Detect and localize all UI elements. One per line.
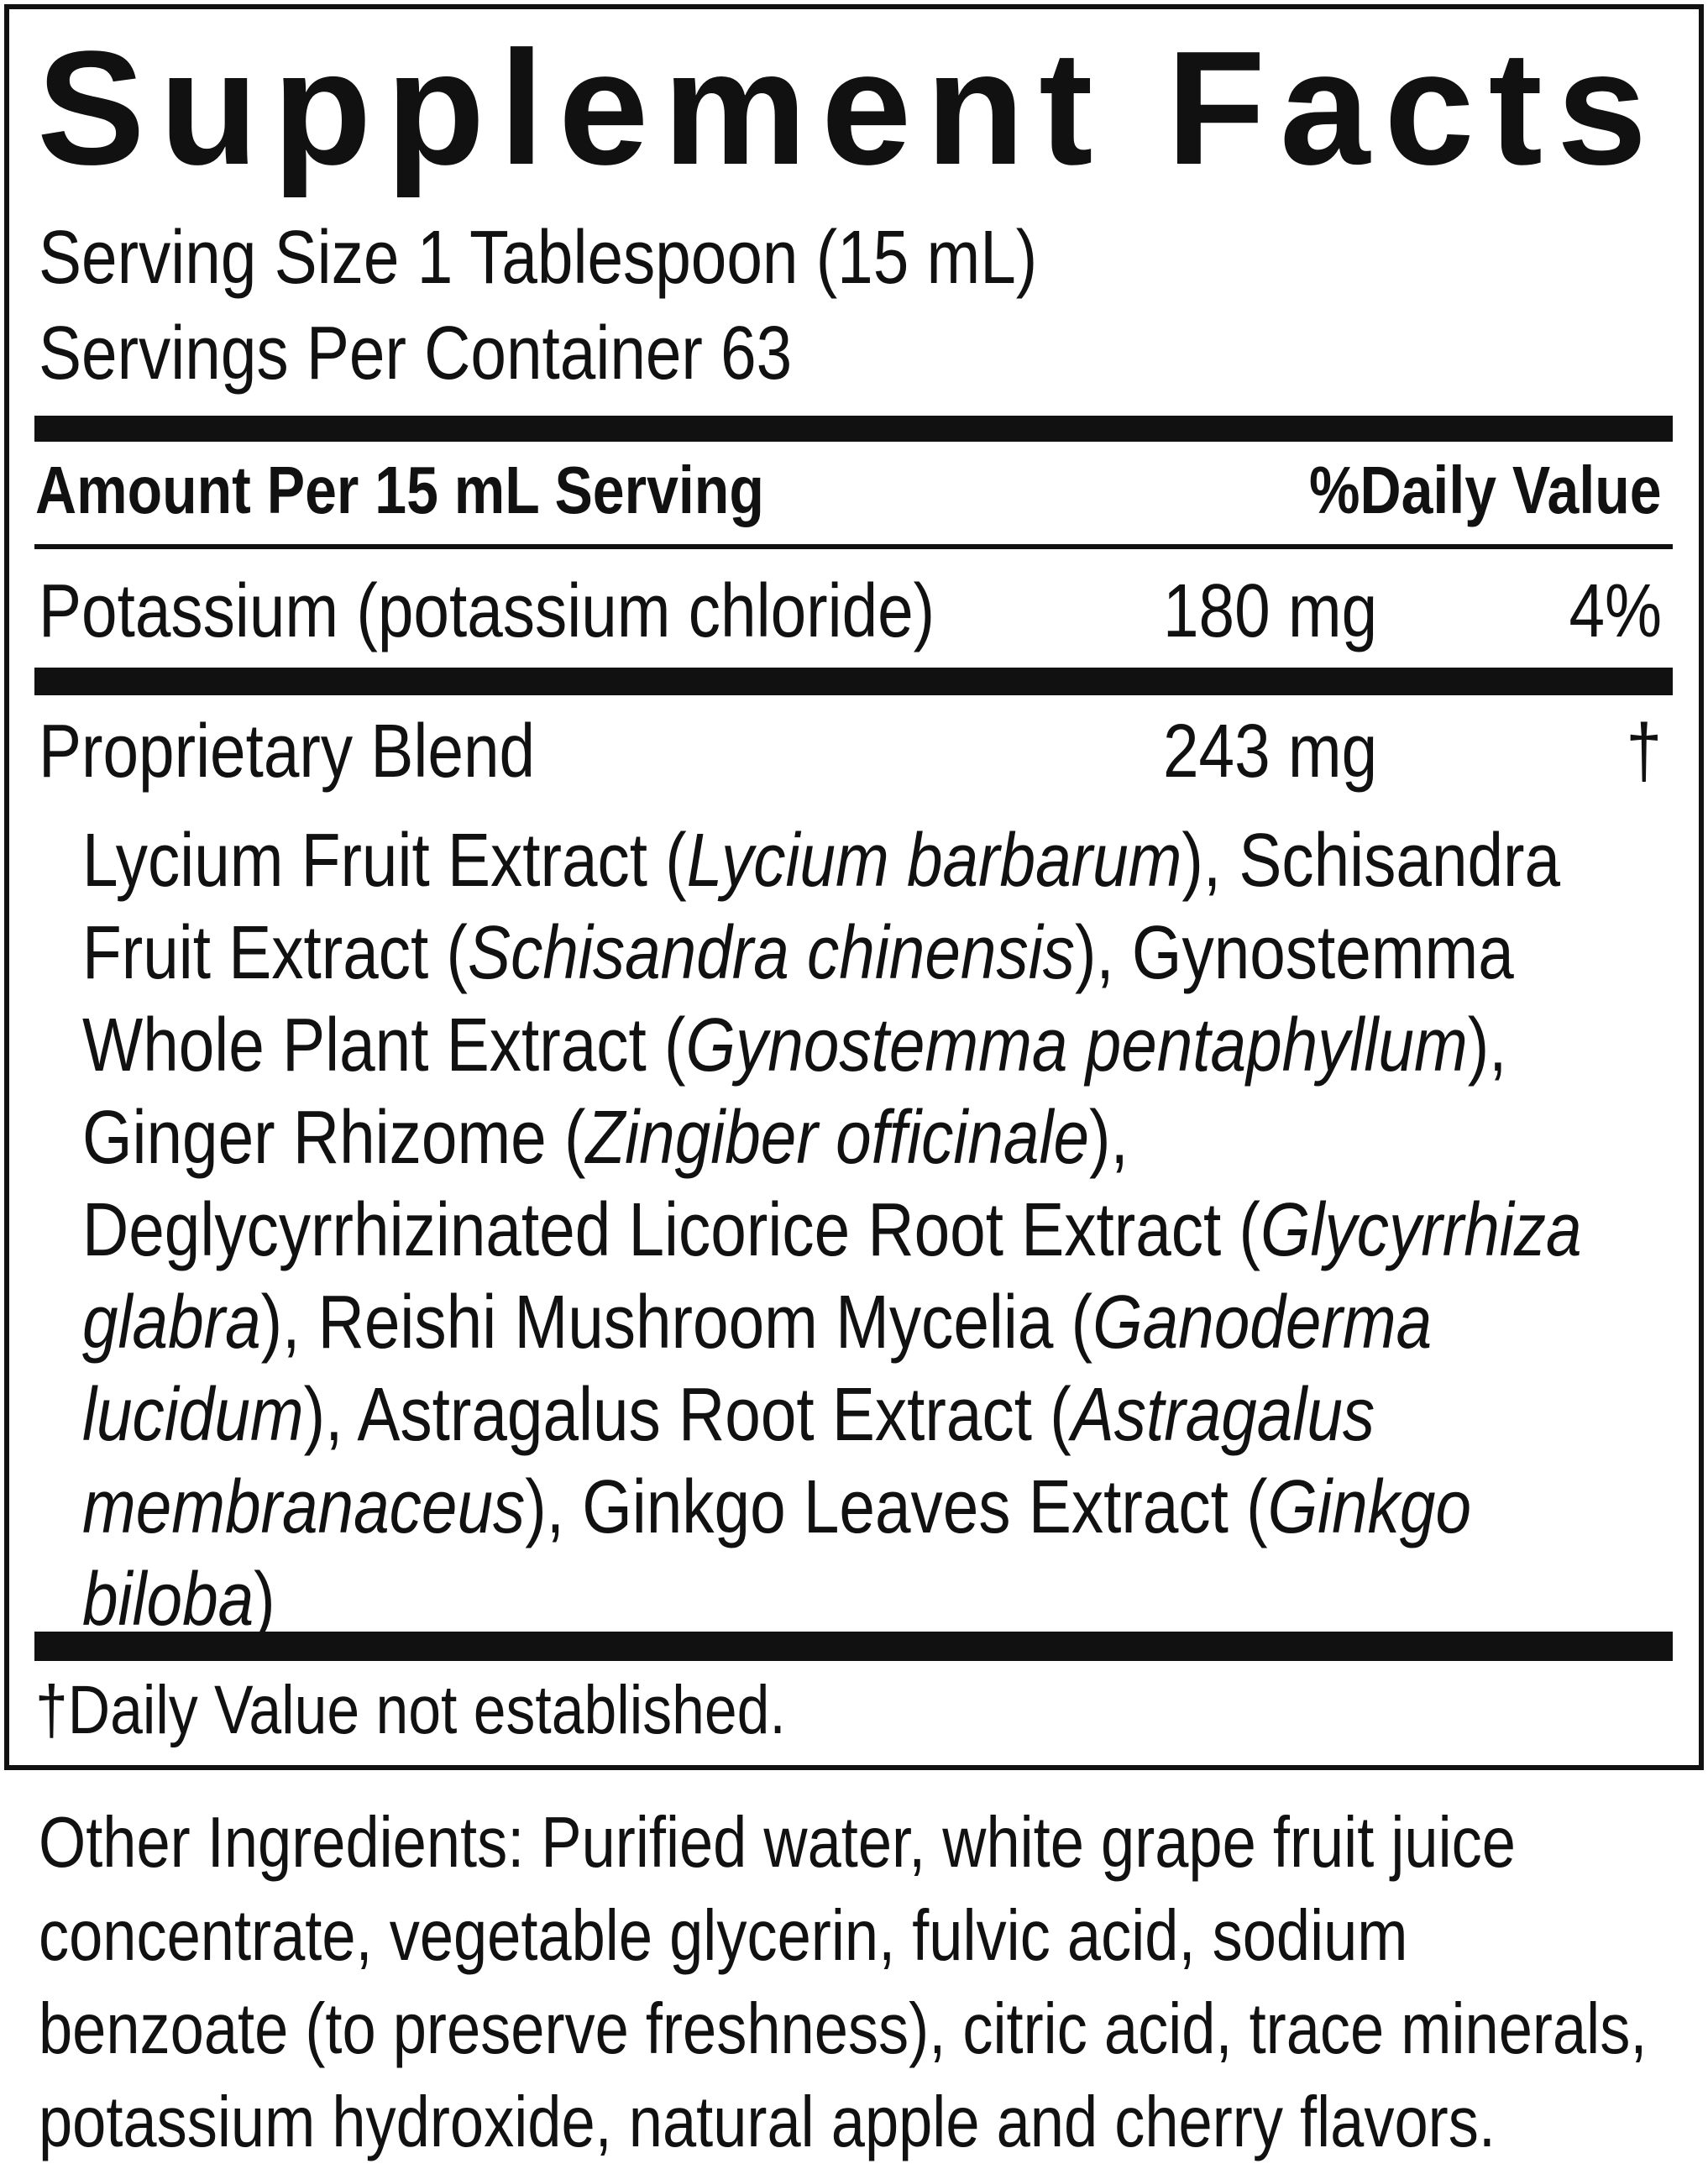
ingredient-text: ), Gynostemma Whole Plant Extract ( xyxy=(82,911,1514,1087)
ingredient-text: ), Schisandra Fruit Extract ( xyxy=(82,819,1561,995)
other-ingredients: Other Ingredients: Purified water, white… xyxy=(39,1803,1648,2162)
latin-name: Astragalus membranaceus xyxy=(82,1373,1375,1549)
nutrient-daily-value: 4% xyxy=(1569,569,1662,653)
thin-rule xyxy=(34,544,1673,549)
bottom-rule xyxy=(34,1632,1673,1661)
nutrient-name: Potassium (potassium chloride) xyxy=(39,569,935,653)
blend-name: Proprietary Blend xyxy=(39,710,536,794)
daily-value-header: %Daily Value xyxy=(1309,453,1662,527)
servings-per-container: Servings Per Container 63 xyxy=(39,312,793,396)
facts-box xyxy=(4,4,1704,1770)
ingredient-text: ), Astragalus Root Extract ( xyxy=(303,1373,1071,1457)
latin-name: Ginkgo biloba xyxy=(82,1465,1471,1642)
serving-size: Serving Size 1 Tablespoon (15 mL) xyxy=(39,216,1038,300)
ingredient-text: ) xyxy=(254,1558,275,1642)
latin-name: Gynostemma pentaphyllum xyxy=(685,1003,1468,1087)
latin-name: Schisandra chinensis xyxy=(468,911,1075,995)
blend-amount: 243 mg xyxy=(1163,710,1378,794)
ingredient-text: ), Deglycyrrhizinated Licorice Root Extr… xyxy=(82,1096,1261,1272)
nutrient-amount: 180 mg xyxy=(1163,569,1378,653)
amount-header: Amount Per 15 mL Serving xyxy=(35,453,764,527)
ingredient-text: Lycium Fruit Extract ( xyxy=(82,819,687,903)
title: Supplement Facts xyxy=(37,17,1662,198)
medium-rule xyxy=(34,668,1673,695)
thick-rule xyxy=(34,416,1673,442)
latin-name: Lycium barbarum xyxy=(686,819,1182,903)
footnote: †Daily Value not established. xyxy=(35,1672,786,1748)
blend-ingredients: Lycium Fruit Extract (Lycium barbarum), … xyxy=(82,815,1670,1646)
ingredient-text: ), Reishi Mushroom Mycelia ( xyxy=(260,1281,1093,1365)
latin-name: Glycyrrhiza glabra xyxy=(82,1188,1582,1365)
ingredient-text: ), Ginkgo Leaves Extract ( xyxy=(525,1465,1268,1549)
latin-name: Ganoderma lucidum xyxy=(82,1281,1433,1457)
blend-daily-value: † xyxy=(1626,710,1662,794)
latin-name: Zingiber officinale xyxy=(585,1096,1090,1180)
ingredient-text: ), Ginger Rhizome ( xyxy=(82,1003,1507,1180)
